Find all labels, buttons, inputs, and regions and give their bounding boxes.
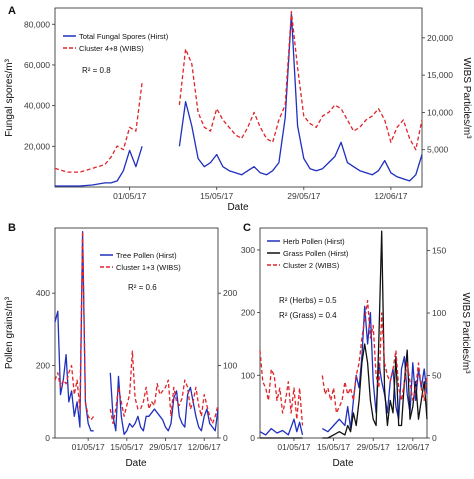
series-line-a-0 <box>55 13 423 187</box>
x-tick-label: 12/06/17 <box>396 442 429 452</box>
panel-a-letter: A <box>8 5 16 17</box>
legend-label-grass-pollen: Grass Pollen (Hirst) <box>283 249 349 258</box>
panel-c-r2-herbs: R² (Herbs) = 0.5 <box>279 296 337 305</box>
series-line-c-2 <box>259 299 428 426</box>
y-tick-label: 40,000 <box>24 101 50 111</box>
x-tick-label: 12/06/17 <box>374 191 407 201</box>
y2-tick-label: 0 <box>223 433 228 443</box>
y-tick-label: 400 <box>36 288 50 298</box>
y-tick-label: 20,000 <box>24 141 50 151</box>
panel-a-frame <box>54 7 423 188</box>
y-tick-label: 60,000 <box>24 60 50 70</box>
panel-b-plot: 01/05/17 15/05/17 29/05/17 12/06/1702004000… <box>36 230 237 452</box>
panel-a-xlabel: Date <box>227 202 249 213</box>
panel-a-plot: 01/05/17 15/05/17 29/05/17 12/06/17 20,000 40… <box>24 11 453 201</box>
x-tick-label: 01/05/17 <box>72 442 105 452</box>
panel-b-frame <box>54 227 219 439</box>
panel-a-r2: R² = 0.8 <box>82 66 111 75</box>
series-line-a-1 <box>54 11 423 173</box>
panel-c-plot: 01/05/17 15/05/17 29/05/17 12/06/1701002003… <box>241 230 446 452</box>
legend-label-cluster-1-3: Cluster 1+3 (WIBS) <box>116 263 181 272</box>
y2-tick-label: 5,000 <box>427 145 449 155</box>
panel-b-legend: Tree Pollen (Hirst) Cluster 1+3 (WIBS) <box>100 251 181 272</box>
legend-label-cluster-4-8: Cluster 4+8 (WIBS) <box>79 44 144 53</box>
panel-c-r2-grass: R² (Grass) = 0.4 <box>279 311 337 320</box>
panel-c: C 01/05/17 15/05/17 29/05/17 12/06/17010020… <box>241 222 471 469</box>
panel-a-ylabel-left: Fungal spores/m³ <box>4 58 15 136</box>
panel-b: B 01/05/17 15/05/17 29/05/17 12/06/17020040… <box>4 222 237 469</box>
panel-c-legend: Herb Pollen (Hirst) Grass Pollen (Hirst)… <box>267 237 349 270</box>
panel-b-ylabel-left: Pollen grains/m³ <box>4 296 15 369</box>
y-tick-label: 0 <box>250 433 255 443</box>
legend-label-cluster-2: Cluster 2 (WIBS) <box>283 261 340 270</box>
x-tick-label: 15/05/17 <box>317 442 350 452</box>
y2-tick-label: 150 <box>432 246 446 256</box>
x-tick-label: 01/05/17 <box>113 191 146 201</box>
series-line-b-1 <box>54 230 219 425</box>
series-line-b-0 <box>54 230 219 436</box>
y-tick-label: 200 <box>241 308 255 318</box>
y2-tick-label: 15,000 <box>427 70 453 80</box>
x-tick-label: 12/06/17 <box>188 442 221 452</box>
panel-c-letter: C <box>243 222 251 234</box>
y2-tick-label: 100 <box>223 361 237 371</box>
legend-label-total-fungal: Total Fungal Spores (Hirst) <box>79 32 169 41</box>
series-line-c-1 <box>260 230 428 439</box>
x-tick-label: 01/05/17 <box>277 442 310 452</box>
panel-c-xlabel: Date <box>332 458 354 469</box>
panel-a-legend: Total Fungal Spores (Hirst) Cluster 4+8 … <box>63 32 169 53</box>
y-tick-label: 0 <box>45 433 50 443</box>
panel-b-xlabel: Date <box>125 458 147 469</box>
y-tick-label: 300 <box>241 245 255 255</box>
y-tick-label: 200 <box>36 361 50 371</box>
y-tick-label: 100 <box>241 370 255 380</box>
x-tick-label: 15/05/17 <box>200 191 233 201</box>
panel-b-r2: R² = 0.6 <box>128 283 157 292</box>
y2-tick-label: 10,000 <box>427 107 453 117</box>
x-tick-label: 15/05/17 <box>110 442 143 452</box>
panel-a-ylabel-right: WIBS Particles/m³ <box>461 57 472 139</box>
y-tick-label: 80,000 <box>24 19 50 29</box>
legend-label-tree-pollen: Tree Pollen (Hirst) <box>116 251 177 260</box>
x-tick-label: 29/05/17 <box>149 442 182 452</box>
y2-tick-label: 100 <box>432 308 446 318</box>
y2-tick-label: 0 <box>432 433 437 443</box>
x-tick-label: 29/05/17 <box>287 191 320 201</box>
panel-c-frame <box>259 227 428 439</box>
panel-a: A 01/05/17 15/05/17 29/05/17 12/06/17 20,000… <box>4 5 472 213</box>
legend-label-herb-pollen: Herb Pollen (Hirst) <box>283 237 345 246</box>
x-tick-label: 29/05/17 <box>357 442 390 452</box>
panel-b-letter: B <box>8 222 16 234</box>
panel-c-ylabel-right: WIBS Particles/m³ <box>460 292 471 374</box>
y2-tick-label: 20,000 <box>427 33 453 43</box>
y2-tick-label: 200 <box>223 288 237 298</box>
y2-tick-label: 50 <box>432 371 442 381</box>
